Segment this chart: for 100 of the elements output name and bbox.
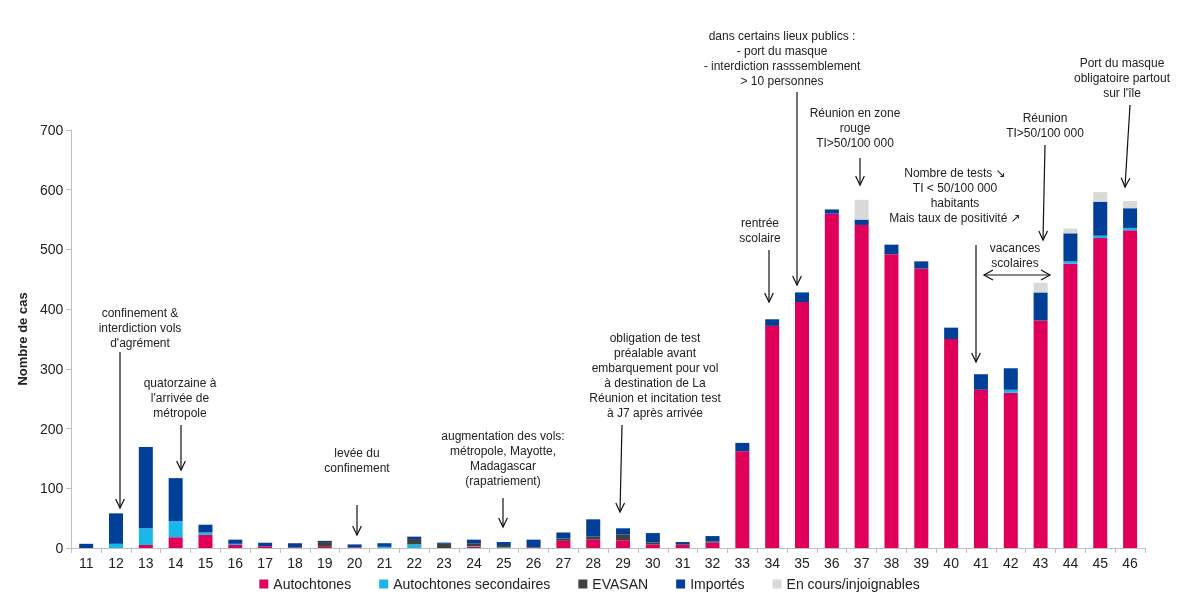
bar — [1063, 233, 1078, 262]
x-tick-label: 28 — [585, 555, 602, 571]
annotation: confinement & interdiction vols d'agrément — [98, 305, 182, 350]
bar — [168, 537, 183, 548]
x-tick-label: 32 — [704, 555, 721, 571]
x-tick-label: 29 — [615, 555, 632, 571]
bar — [795, 301, 809, 548]
bar — [1033, 320, 1048, 548]
bar — [616, 528, 631, 535]
y-tick-label: 400 — [39, 301, 64, 318]
annotation: Réunion TI>50/100 000 — [1006, 110, 1085, 140]
x-tick-label: 23 — [436, 555, 453, 571]
x-tick-label: 34 — [764, 555, 781, 571]
y-tick-label: 700 — [39, 122, 64, 138]
annotation: augmentation des vols: métropole, Mayotte, Madagascar (rapatriement) — [441, 428, 565, 488]
bar — [795, 292, 809, 302]
x-tick-label: 11 — [78, 555, 94, 571]
annotation: obligation de test préalable avant embarquement pour vol à destination de La Réunion et incitation test à J7 après arrivée — [589, 330, 722, 420]
bar — [854, 219, 869, 225]
bar — [705, 542, 720, 548]
bar — [198, 524, 213, 533]
bar — [914, 268, 929, 548]
bar — [1033, 292, 1048, 321]
x-tick-label: 27 — [555, 555, 572, 571]
bar — [735, 442, 750, 452]
annotation: levée du confinement — [324, 445, 391, 475]
bar — [198, 532, 213, 535]
x-tick-label: 33 — [734, 555, 751, 571]
y-axis-title: Nombre de cas — [15, 292, 30, 386]
x-tick-label: 30 — [645, 555, 661, 571]
x-tick-label: 24 — [466, 555, 482, 571]
bar — [407, 544, 422, 548]
x-tick-label: 25 — [495, 555, 512, 571]
x-tick-label: 37 — [853, 555, 870, 571]
bar — [586, 519, 601, 537]
bar — [1093, 201, 1108, 236]
x-tick-label: 43 — [1032, 555, 1049, 571]
x-tick-label: 21 — [376, 555, 393, 571]
bar — [1063, 263, 1078, 548]
bar — [914, 261, 929, 269]
bar — [645, 533, 660, 543]
bar — [138, 528, 153, 546]
bar — [138, 545, 153, 548]
bar — [526, 539, 541, 548]
x-tick-label: 17 — [257, 555, 274, 571]
bar — [317, 542, 332, 547]
y-tick-label: 200 — [39, 420, 64, 437]
bar — [1003, 368, 1018, 390]
bar — [437, 543, 452, 548]
bar — [973, 389, 988, 548]
bar — [973, 374, 988, 390]
bar — [168, 521, 183, 538]
legend-label: Autochtones — [273, 576, 352, 592]
legend-label: EVASAN — [592, 576, 649, 592]
bar — [944, 327, 959, 339]
bar — [1003, 392, 1018, 548]
bar — [824, 213, 839, 548]
bar — [287, 543, 302, 548]
y-tick-label: 0 — [55, 540, 64, 556]
x-tick-label: 18 — [287, 555, 303, 571]
bar — [168, 478, 183, 522]
bar — [616, 534, 631, 541]
bar — [79, 543, 94, 548]
bar — [884, 244, 899, 255]
x-tick-label: 35 — [794, 555, 810, 571]
annotation: vacances scolaires — [989, 240, 1041, 270]
annotation: quatorzaine à l'arrivée de métropole — [143, 375, 217, 420]
bar — [228, 539, 243, 544]
x-tick-label: 14 — [167, 555, 184, 571]
x-tick-label: 12 — [108, 555, 124, 571]
text: dans certains lieux publics : - port du masque - interdiction rasssemblement > 10 personnes — [703, 28, 862, 88]
bar — [1123, 230, 1138, 548]
bar — [198, 534, 213, 548]
x-tick-label: 46 — [1122, 555, 1139, 571]
bar — [556, 540, 571, 548]
x-tick-label: 39 — [913, 555, 930, 571]
bar — [854, 199, 869, 220]
bar — [616, 540, 631, 548]
bar — [109, 543, 123, 548]
legend-label: Importés — [690, 576, 745, 592]
bar — [1003, 389, 1018, 393]
x-tick-label: 15 — [197, 555, 214, 571]
bar — [1123, 201, 1138, 209]
y-tick-label: 300 — [39, 360, 64, 377]
y-tick-label: 100 — [39, 480, 64, 497]
y-tick-label: 500 — [39, 241, 64, 258]
bar — [1063, 261, 1078, 264]
text: Port du masque obligatoire partout sur l'île — [1073, 55, 1171, 100]
bar — [854, 224, 869, 548]
x-tick-label: 22 — [406, 555, 423, 571]
bar — [884, 254, 899, 548]
bar — [1033, 282, 1048, 293]
bar — [824, 209, 839, 214]
bar — [109, 513, 123, 544]
x-tick-label: 16 — [227, 555, 244, 571]
legend-label: En cours/injoignables — [786, 576, 920, 592]
bar — [138, 447, 153, 529]
x-tick-label: 40 — [943, 555, 960, 571]
x-tick-label: 44 — [1062, 555, 1079, 571]
x-tick-label: 19 — [316, 555, 333, 571]
